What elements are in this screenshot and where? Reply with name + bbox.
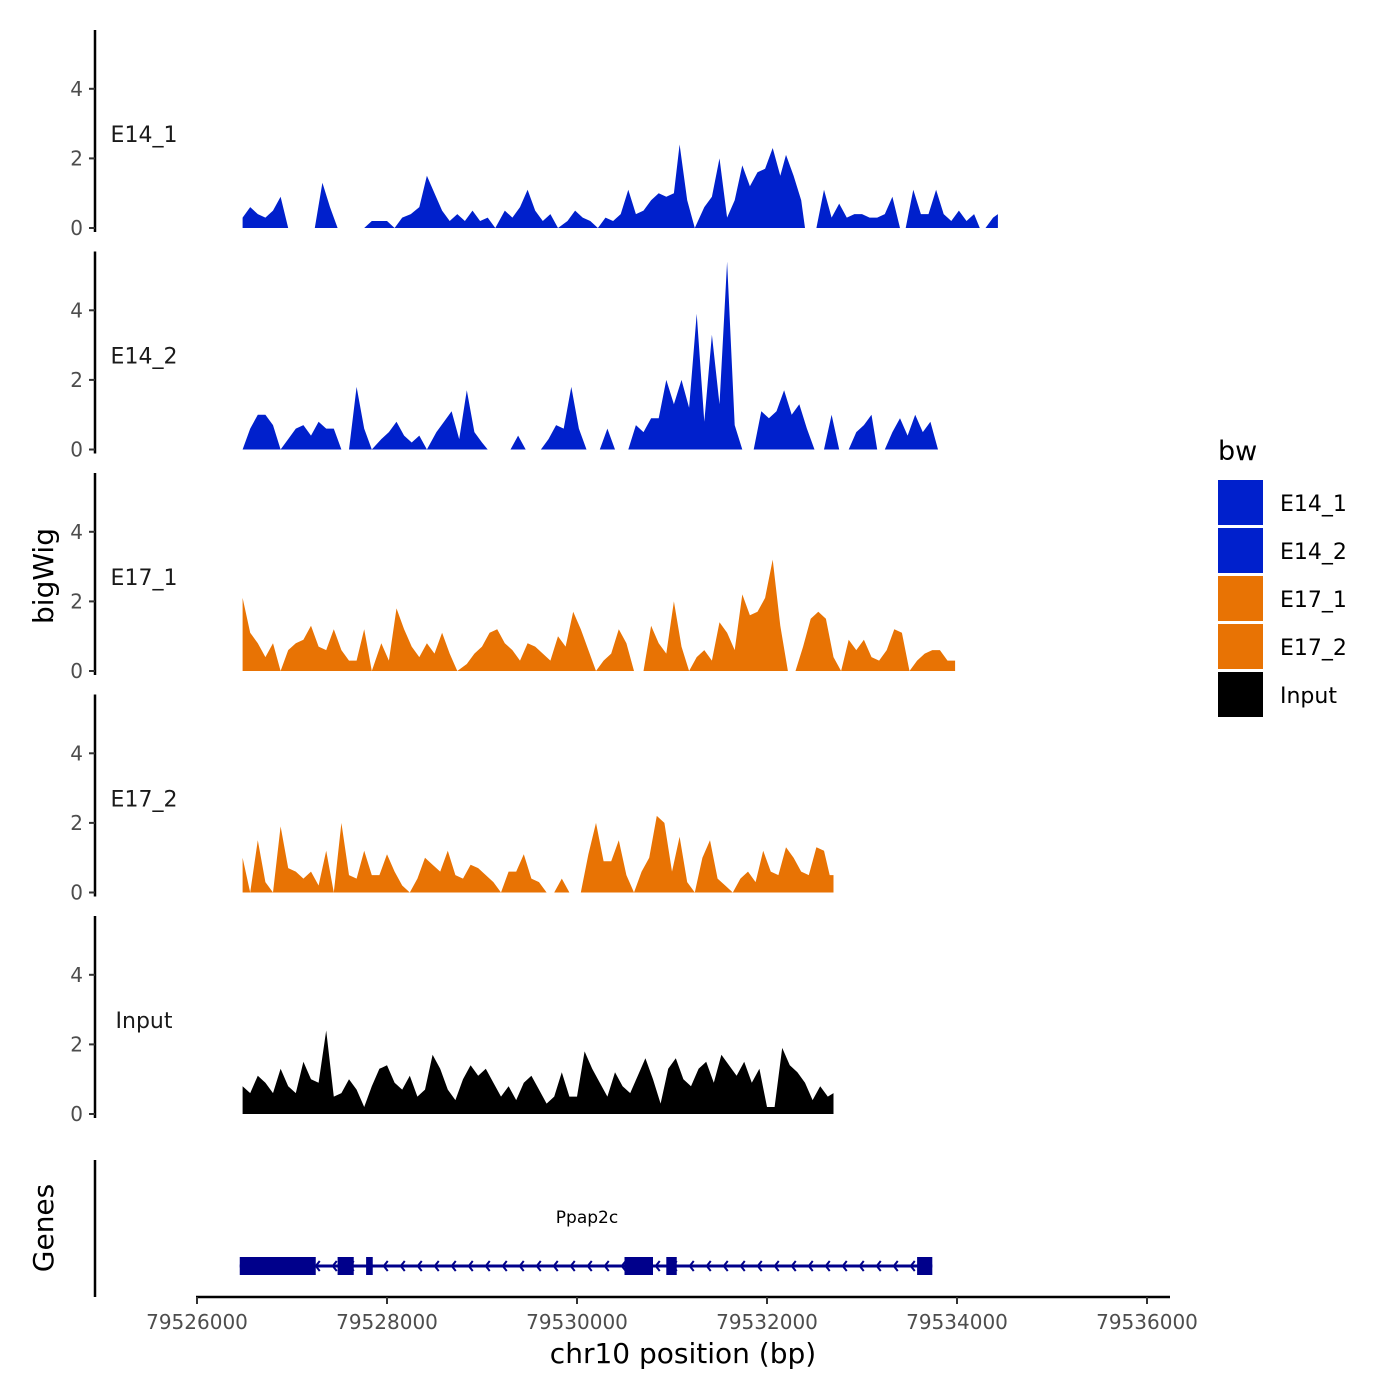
strand-arrow xyxy=(705,1260,712,1272)
y-axis-title: bigWig xyxy=(27,528,60,624)
y-tick-label: 4 xyxy=(70,77,83,101)
strand-arrow xyxy=(484,1260,491,1272)
strand-arrow xyxy=(331,1260,338,1272)
strand-arrow xyxy=(535,1260,542,1272)
x-axis-title: chr10 position (bp) xyxy=(550,1337,816,1370)
track-E14_1: 0 2 4 E14_1 xyxy=(70,30,998,240)
strand-arrow xyxy=(807,1260,814,1272)
legend-swatch-E17_2 xyxy=(1218,624,1263,669)
legend-label-E17_1: E17_1 xyxy=(1280,588,1347,613)
signal-area-E14_2 xyxy=(242,261,939,450)
strand-arrow xyxy=(858,1260,865,1272)
strand-arrow xyxy=(909,1260,916,1272)
x-tick-label: 79528000 xyxy=(336,1310,438,1334)
x-axis: 79526000 79528000 79530000 79532000 79534000… xyxy=(146,1295,1198,1334)
gene-exon xyxy=(366,1257,373,1275)
strand-arrow xyxy=(654,1260,661,1272)
y-tick-label: 0 xyxy=(70,659,83,683)
legend-title: bw xyxy=(1218,436,1257,467)
track-label: E17_1 xyxy=(111,566,178,591)
strand-arrow xyxy=(875,1260,882,1272)
strand-arrow xyxy=(790,1260,797,1272)
strand-arrow xyxy=(603,1260,610,1272)
strand-arrow xyxy=(773,1260,780,1272)
legend-label-E14_2: E14_2 xyxy=(1280,540,1347,565)
gene-exon xyxy=(624,1257,653,1275)
y-tick-label: 2 xyxy=(70,146,83,170)
legend-label-E17_2: E17_2 xyxy=(1280,636,1347,661)
strand-arrow xyxy=(467,1260,474,1272)
strand-arrow xyxy=(416,1260,423,1272)
signal-area-E14_1 xyxy=(242,144,998,228)
y-tick-label: 4 xyxy=(70,963,83,987)
strand-arrow xyxy=(586,1260,593,1272)
gene-exon xyxy=(337,1257,354,1275)
strand-arrow xyxy=(892,1260,899,1272)
gene-exon xyxy=(917,1257,933,1275)
strand-arrow xyxy=(756,1260,763,1272)
y-tick-label: 2 xyxy=(70,811,83,835)
signal-area-E17_1 xyxy=(242,559,956,671)
x-tick-label: 79530000 xyxy=(526,1310,628,1334)
y-tick-label: 0 xyxy=(70,438,83,462)
x-tick-label: 79534000 xyxy=(906,1310,1008,1334)
legend-swatch-E14_1 xyxy=(1218,480,1263,525)
tracks-area: 0 2 4 E14_1 0 2 4 E14_2 0 2 4 E17_1 0 2 4 E17_2 0 2 4 Input xyxy=(70,30,998,1126)
strand-arrow xyxy=(552,1260,559,1272)
y-tick-label: 4 xyxy=(70,741,83,765)
track-label: Input xyxy=(116,1009,173,1034)
track-E14_2: 0 2 4 E14_2 xyxy=(70,251,939,462)
legend-label-E14_1: E14_1 xyxy=(1280,492,1347,517)
strand-arrow xyxy=(739,1260,746,1272)
strand-arrow xyxy=(688,1260,695,1272)
signal-area-E17_2 xyxy=(242,815,834,893)
strand-arrow xyxy=(569,1260,576,1272)
signal-area-Input xyxy=(242,1030,834,1114)
legend: bw E14_1 E14_2 E17_1 E17_2 Input xyxy=(1218,436,1347,717)
x-tick-label: 79526000 xyxy=(146,1310,248,1334)
track-E17_2: 0 2 4 E17_2 xyxy=(70,694,834,905)
track-Input: 0 2 4 Input xyxy=(70,916,834,1126)
legend-swatch-E14_2 xyxy=(1218,528,1263,573)
strand-arrow xyxy=(501,1260,508,1272)
track-label: E17_2 xyxy=(111,788,178,813)
legend-label-Input: Input xyxy=(1280,684,1337,709)
y-tick-label: 0 xyxy=(70,881,83,905)
gene-name-label: Ppap2c xyxy=(556,1208,618,1228)
y-tick-label: 2 xyxy=(70,368,83,392)
y-tick-label: 4 xyxy=(70,520,83,544)
strand-arrow xyxy=(450,1260,457,1272)
strand-arrow xyxy=(433,1260,440,1272)
strand-arrow xyxy=(518,1260,525,1272)
y-tick-label: 2 xyxy=(70,589,83,613)
strand-arrow xyxy=(399,1260,406,1272)
legend-swatch-E17_1 xyxy=(1218,576,1263,621)
x-tick-label: 79532000 xyxy=(716,1310,818,1334)
strand-arrow xyxy=(382,1260,389,1272)
strand-arrow xyxy=(620,1260,627,1272)
gene-exon xyxy=(239,1257,316,1275)
strand-arrow xyxy=(722,1260,729,1272)
y-tick-label: 0 xyxy=(70,1102,83,1126)
track-label: E14_2 xyxy=(111,345,178,370)
gene-track: Ppap2c xyxy=(93,1160,933,1297)
y-tick-label: 4 xyxy=(70,298,83,322)
genes-axis-title: Genes xyxy=(27,1184,60,1272)
gene-exon xyxy=(666,1257,677,1275)
strand-arrow xyxy=(841,1260,848,1272)
y-tick-label: 2 xyxy=(70,1032,83,1056)
track-label: E14_1 xyxy=(111,123,178,148)
x-tick-label: 79536000 xyxy=(1096,1310,1198,1334)
track-E17_1: 0 2 4 E17_1 xyxy=(70,473,956,683)
strand-arrow xyxy=(824,1260,831,1272)
legend-swatch-Input xyxy=(1218,672,1263,717)
y-tick-label: 0 xyxy=(70,216,83,240)
